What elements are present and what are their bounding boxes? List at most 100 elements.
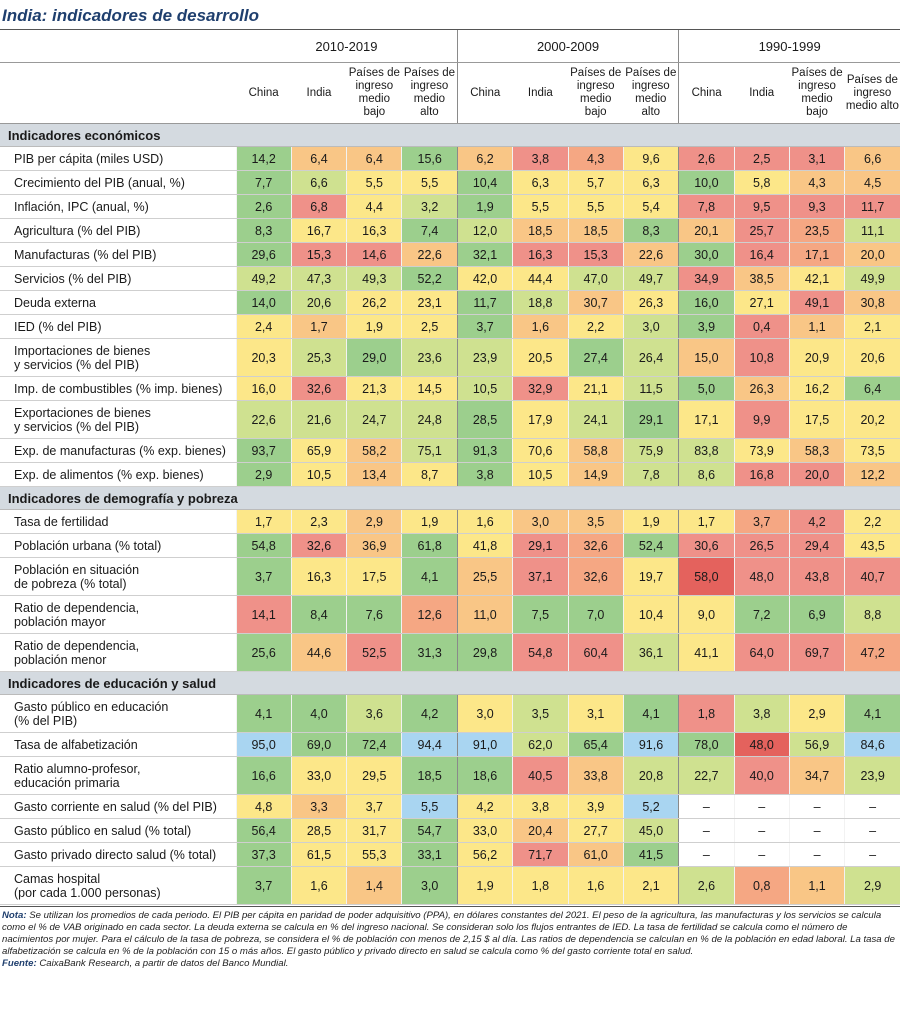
value-cell: 26,2 [346, 290, 402, 315]
value-cell: 0,4 [733, 314, 790, 339]
note: Nota: Se utilizan los promedios de cada … [2, 910, 898, 958]
value-cell: 1,8 [678, 694, 735, 733]
value-cell: 27,4 [567, 338, 624, 377]
value-cell: 7,0 [567, 595, 624, 634]
data-row: Inflación, IPC (anual, %) 2,6 6,8 4,4 3,2 1,9… [0, 194, 900, 219]
value-cell: 14,9 [567, 462, 624, 487]
value-cell: 56,9 [788, 732, 845, 757]
row-label: Servicios (% del PIB) [0, 266, 236, 291]
value-cell: 16,3 [346, 218, 402, 243]
value-cell: 16,7 [290, 218, 347, 243]
data-row: Camas hospital (por cada 1.000 personas)… [0, 866, 900, 905]
value-cell: 9,3 [788, 194, 845, 219]
row-label: Exportaciones de bienes y servicios (% d… [0, 400, 236, 439]
column-header-row: China India Países de ingreso medio bajo Pa… [0, 62, 900, 124]
value-cell: 23,9 [456, 338, 513, 377]
value-cell: 1,6 [512, 314, 569, 339]
value-cell: 17,5 [346, 557, 402, 596]
value-cell: 1,4 [346, 866, 402, 905]
value-cell: 84,6 [844, 732, 900, 757]
value-cell: 2,5 [733, 146, 790, 171]
value-cell: 25,3 [290, 338, 347, 377]
value-cell: 10,5 [290, 462, 347, 487]
value-cell: 14,6 [346, 242, 402, 267]
value-cell: 33,0 [456, 818, 513, 843]
value-cell: 3,8 [733, 694, 790, 733]
value-cell: 26,5 [733, 533, 790, 558]
value-cell: 56,2 [456, 842, 513, 867]
value-cell: 25,5 [456, 557, 513, 596]
value-cell: 22,6 [401, 242, 458, 267]
value-cell: 1,9 [346, 314, 402, 339]
period-header: 1990-1999 [678, 29, 900, 63]
value-cell: 23,9 [844, 756, 900, 795]
value-cell: 15,3 [567, 242, 624, 267]
value-cell: 75,9 [622, 438, 679, 463]
value-cell: 49,7 [622, 266, 679, 291]
value-cell: 83,8 [678, 438, 735, 463]
indicator-table: 2010-2019 2000-2009 1990-1999 China India Paí… [0, 29, 900, 905]
value-cell: 29,6 [235, 242, 292, 267]
value-cell: 36,9 [346, 533, 402, 558]
value-cell: 18,6 [456, 756, 513, 795]
value-cell: 18,5 [567, 218, 624, 243]
value-cell: 5,5 [567, 194, 624, 219]
value-cell: 6,4 [346, 146, 402, 171]
value-cell: 10,5 [456, 376, 513, 401]
value-cell: 28,5 [456, 400, 513, 439]
value-cell: 1,9 [456, 866, 513, 905]
value-cell: 43,8 [788, 557, 845, 596]
column-header: Países de ingreso medio bajo [789, 62, 845, 124]
value-cell: 3,0 [456, 694, 513, 733]
value-cell: 24,8 [401, 400, 458, 439]
note-text: Se utilizan los promedios de cada period… [2, 910, 895, 957]
row-label: Deuda externa [0, 290, 236, 315]
value-cell: 20,0 [844, 242, 900, 267]
value-cell: 91,3 [456, 438, 513, 463]
value-cell: 21,6 [290, 400, 347, 439]
row-label: Gasto corriente en salud (% del PIB) [0, 794, 236, 819]
row-label: PIB per cápita (miles USD) [0, 146, 236, 171]
column-header: Países de ingreso medio bajo [568, 62, 624, 124]
value-cell: 3,5 [512, 694, 569, 733]
value-cell: 41,8 [456, 533, 513, 558]
period-header: 2000-2009 [456, 29, 679, 63]
value-cell: 33,1 [401, 842, 458, 867]
value-cell: 36,1 [622, 633, 679, 672]
source-label: Fuente: [2, 958, 37, 969]
value-cell: 2,2 [567, 314, 624, 339]
value-cell: 32,6 [290, 376, 347, 401]
value-cell: 8,8 [844, 595, 900, 634]
value-cell: 9,5 [733, 194, 790, 219]
value-cell: 1,7 [290, 314, 347, 339]
value-cell: 5,2 [622, 794, 679, 819]
notes: Nota: Se utilizan los promedios de cada … [0, 906, 900, 970]
data-row: Gasto corriente en salud (% del PIB) 4,8 3… [0, 794, 900, 819]
value-cell: 71,7 [512, 842, 569, 867]
value-cell: 2,6 [235, 194, 292, 219]
value-cell: 22,6 [235, 400, 292, 439]
data-row: Tasa de alfabetización 95,0 69,0 72,4 94,4 91… [0, 732, 900, 757]
value-cell: 6,8 [290, 194, 347, 219]
value-cell: 2,4 [235, 314, 292, 339]
value-cell: 52,4 [622, 533, 679, 558]
value-cell: 16,8 [733, 462, 790, 487]
value-cell: 15,0 [678, 338, 735, 377]
value-cell: 8,4 [290, 595, 347, 634]
value-cell: 3,7 [733, 509, 790, 534]
value-cell: 69,7 [788, 633, 845, 672]
title: India: indicadores de desarrollo [2, 6, 259, 25]
data-row: Agricultura (% del PIB) 8,3 16,7 16,3 7,4 12,… [0, 218, 900, 243]
column-header: India [512, 62, 569, 124]
value-cell: 9,6 [622, 146, 679, 171]
value-cell: 14,1 [235, 595, 292, 634]
value-cell: 4,3 [567, 146, 624, 171]
value-cell: 12,0 [456, 218, 513, 243]
value-cell: 58,3 [788, 438, 845, 463]
value-cell: 65,9 [290, 438, 347, 463]
value-cell: 11,7 [456, 290, 513, 315]
data-row: Manufacturas (% del PIB) 29,6 15,3 14,6 22,6… [0, 242, 900, 267]
value-cell: 2,9 [788, 694, 845, 733]
value-cell: 1,1 [788, 314, 845, 339]
value-cell: 6,3 [622, 170, 679, 195]
